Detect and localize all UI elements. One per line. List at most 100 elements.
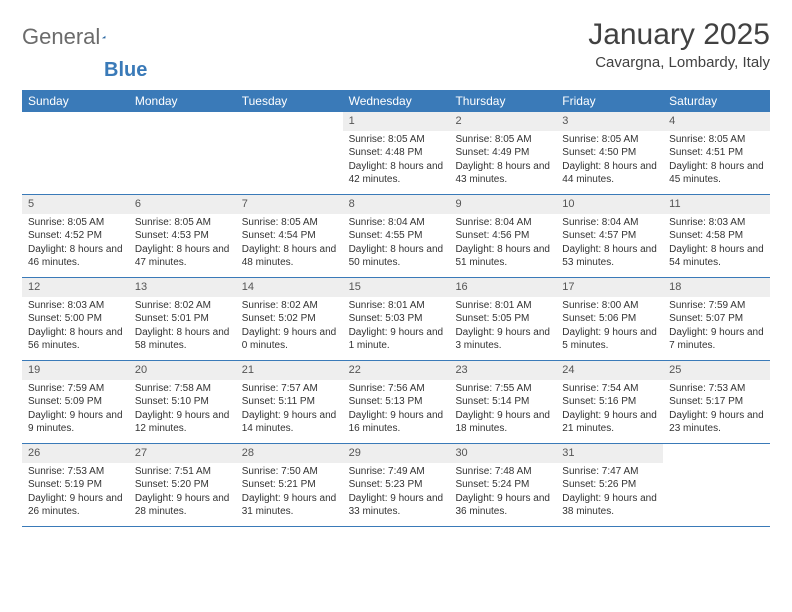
day-body: Sunrise: 8:02 AMSunset: 5:02 PMDaylight:… (236, 297, 343, 357)
day-cell (663, 444, 770, 526)
sunset-text: Sunset: 5:11 PM (242, 395, 337, 409)
day-cell: 25Sunrise: 7:53 AMSunset: 5:17 PMDayligh… (663, 361, 770, 443)
daylight-text: Daylight: 9 hours and 12 minutes. (135, 409, 230, 436)
weekday-header: Monday (129, 90, 236, 112)
day-body: Sunrise: 7:48 AMSunset: 5:24 PMDaylight:… (449, 463, 556, 523)
daylight-text: Daylight: 8 hours and 47 minutes. (135, 243, 230, 270)
day-cell: 26Sunrise: 7:53 AMSunset: 5:19 PMDayligh… (22, 444, 129, 526)
day-cell: 6Sunrise: 8:05 AMSunset: 4:53 PMDaylight… (129, 195, 236, 277)
day-body: Sunrise: 8:05 AMSunset: 4:50 PMDaylight:… (556, 131, 663, 191)
day-body: Sunrise: 7:49 AMSunset: 5:23 PMDaylight:… (343, 463, 450, 523)
day-number: 25 (663, 361, 770, 380)
day-cell: 13Sunrise: 8:02 AMSunset: 5:01 PMDayligh… (129, 278, 236, 360)
sunrise-text: Sunrise: 8:05 AM (562, 133, 657, 147)
sunset-text: Sunset: 4:53 PM (135, 229, 230, 243)
logo: General (22, 18, 126, 50)
day-number: 22 (343, 361, 450, 380)
sunrise-text: Sunrise: 8:04 AM (349, 216, 444, 230)
week-row: 1Sunrise: 8:05 AMSunset: 4:48 PMDaylight… (22, 112, 770, 195)
day-number: 5 (22, 195, 129, 214)
week-row: 5Sunrise: 8:05 AMSunset: 4:52 PMDaylight… (22, 195, 770, 278)
daylight-text: Daylight: 9 hours and 38 minutes. (562, 492, 657, 519)
sunset-text: Sunset: 5:00 PM (28, 312, 123, 326)
day-number: 29 (343, 444, 450, 463)
weeks-container: 1Sunrise: 8:05 AMSunset: 4:48 PMDaylight… (22, 112, 770, 527)
sunset-text: Sunset: 5:13 PM (349, 395, 444, 409)
day-cell (129, 112, 236, 194)
sunrise-text: Sunrise: 8:02 AM (135, 299, 230, 313)
sunrise-text: Sunrise: 8:03 AM (669, 216, 764, 230)
daylight-text: Daylight: 9 hours and 5 minutes. (562, 326, 657, 353)
day-number: 21 (236, 361, 343, 380)
daylight-text: Daylight: 8 hours and 43 minutes. (455, 160, 550, 187)
weekday-header: Tuesday (236, 90, 343, 112)
day-body: Sunrise: 8:05 AMSunset: 4:49 PMDaylight:… (449, 131, 556, 191)
day-body: Sunrise: 8:05 AMSunset: 4:53 PMDaylight:… (129, 214, 236, 274)
day-number: 8 (343, 195, 450, 214)
month-title: January 2025 (588, 18, 770, 52)
day-number: 11 (663, 195, 770, 214)
day-body: Sunrise: 8:04 AMSunset: 4:57 PMDaylight:… (556, 214, 663, 274)
sunrise-text: Sunrise: 8:05 AM (135, 216, 230, 230)
day-number: 4 (663, 112, 770, 131)
day-cell: 2Sunrise: 8:05 AMSunset: 4:49 PMDaylight… (449, 112, 556, 194)
day-number: 30 (449, 444, 556, 463)
weekday-header: Saturday (663, 90, 770, 112)
day-body: Sunrise: 7:57 AMSunset: 5:11 PMDaylight:… (236, 380, 343, 440)
day-cell: 29Sunrise: 7:49 AMSunset: 5:23 PMDayligh… (343, 444, 450, 526)
sunrise-text: Sunrise: 8:05 AM (349, 133, 444, 147)
day-number: 31 (556, 444, 663, 463)
daylight-text: Daylight: 8 hours and 45 minutes. (669, 160, 764, 187)
day-body: Sunrise: 7:51 AMSunset: 5:20 PMDaylight:… (129, 463, 236, 523)
day-body: Sunrise: 7:53 AMSunset: 5:19 PMDaylight:… (22, 463, 129, 523)
sunset-text: Sunset: 5:14 PM (455, 395, 550, 409)
sunset-text: Sunset: 4:54 PM (242, 229, 337, 243)
daylight-text: Daylight: 9 hours and 31 minutes. (242, 492, 337, 519)
daylight-text: Daylight: 9 hours and 3 minutes. (455, 326, 550, 353)
day-body: Sunrise: 8:04 AMSunset: 4:55 PMDaylight:… (343, 214, 450, 274)
sunrise-text: Sunrise: 7:55 AM (455, 382, 550, 396)
sunset-text: Sunset: 5:16 PM (562, 395, 657, 409)
day-cell: 23Sunrise: 7:55 AMSunset: 5:14 PMDayligh… (449, 361, 556, 443)
sunrise-text: Sunrise: 7:57 AM (242, 382, 337, 396)
day-number: 26 (22, 444, 129, 463)
daylight-text: Daylight: 8 hours and 54 minutes. (669, 243, 764, 270)
sunrise-text: Sunrise: 7:47 AM (562, 465, 657, 479)
daylight-text: Daylight: 9 hours and 1 minute. (349, 326, 444, 353)
day-body: Sunrise: 7:54 AMSunset: 5:16 PMDaylight:… (556, 380, 663, 440)
sunrise-text: Sunrise: 7:59 AM (669, 299, 764, 313)
daylight-text: Daylight: 9 hours and 21 minutes. (562, 409, 657, 436)
day-body: Sunrise: 8:00 AMSunset: 5:06 PMDaylight:… (556, 297, 663, 357)
day-number: 16 (449, 278, 556, 297)
sunset-text: Sunset: 5:26 PM (562, 478, 657, 492)
day-cell (236, 112, 343, 194)
weekday-header: Friday (556, 90, 663, 112)
day-number: 6 (129, 195, 236, 214)
sunset-text: Sunset: 4:48 PM (349, 146, 444, 160)
day-body: Sunrise: 8:05 AMSunset: 4:51 PMDaylight:… (663, 131, 770, 191)
day-cell: 9Sunrise: 8:04 AMSunset: 4:56 PMDaylight… (449, 195, 556, 277)
daylight-text: Daylight: 8 hours and 58 minutes. (135, 326, 230, 353)
day-cell: 10Sunrise: 8:04 AMSunset: 4:57 PMDayligh… (556, 195, 663, 277)
sunset-text: Sunset: 4:56 PM (455, 229, 550, 243)
sunrise-text: Sunrise: 8:01 AM (349, 299, 444, 313)
day-number: 1 (343, 112, 450, 131)
daylight-text: Daylight: 9 hours and 28 minutes. (135, 492, 230, 519)
daylight-text: Daylight: 9 hours and 7 minutes. (669, 326, 764, 353)
daylight-text: Daylight: 8 hours and 44 minutes. (562, 160, 657, 187)
sunrise-text: Sunrise: 8:05 AM (28, 216, 123, 230)
daylight-text: Daylight: 8 hours and 50 minutes. (349, 243, 444, 270)
daylight-text: Daylight: 8 hours and 56 minutes. (28, 326, 123, 353)
weekday-header: Sunday (22, 90, 129, 112)
day-cell: 12Sunrise: 8:03 AMSunset: 5:00 PMDayligh… (22, 278, 129, 360)
day-number: 13 (129, 278, 236, 297)
daylight-text: Daylight: 8 hours and 48 minutes. (242, 243, 337, 270)
week-row: 19Sunrise: 7:59 AMSunset: 5:09 PMDayligh… (22, 361, 770, 444)
sunset-text: Sunset: 4:58 PM (669, 229, 764, 243)
day-cell: 31 Sunrise: 7:47 AMSunset: 5:26 PMDayligh… (556, 444, 663, 526)
day-cell: 19Sunrise: 7:59 AMSunset: 5:09 PMDayligh… (22, 361, 129, 443)
day-cell: 20Sunrise: 7:58 AMSunset: 5:10 PMDayligh… (129, 361, 236, 443)
week-row: 12Sunrise: 8:03 AMSunset: 5:00 PMDayligh… (22, 278, 770, 361)
day-body: Sunrise: 8:01 AMSunset: 5:05 PMDaylight:… (449, 297, 556, 357)
day-number: 15 (343, 278, 450, 297)
